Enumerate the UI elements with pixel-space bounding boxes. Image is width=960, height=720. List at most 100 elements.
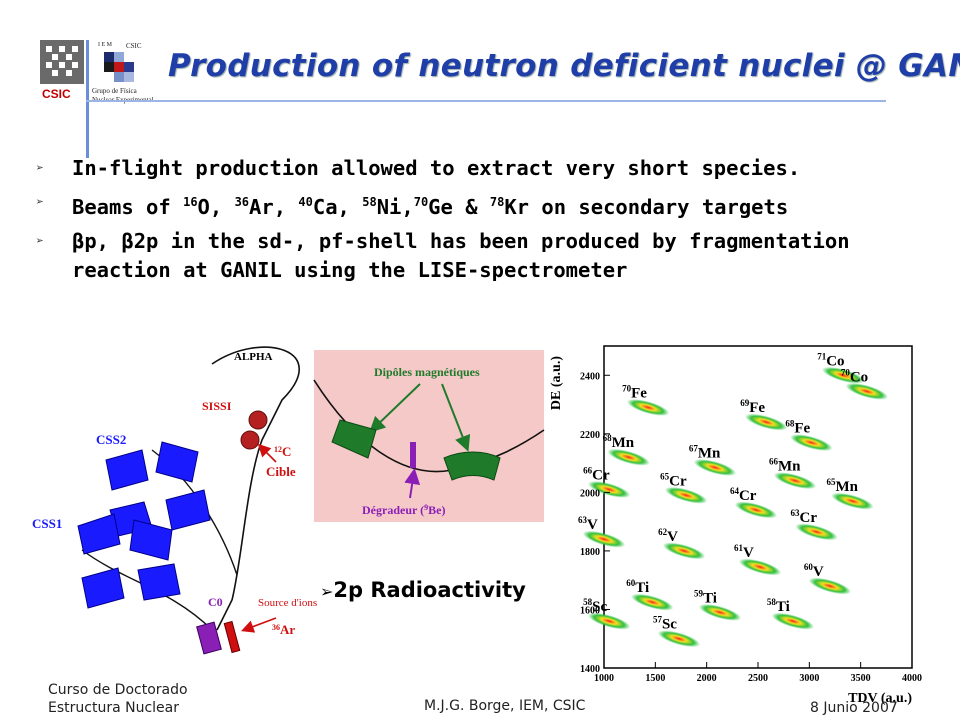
y-tick-label: 1600 bbox=[580, 605, 600, 616]
author-footer: M.J.G. Borge, IEM, CSIC bbox=[424, 698, 586, 714]
x-tick-label: 2500 bbox=[748, 673, 768, 684]
x-axis-label: TDV (a.u.) bbox=[848, 691, 912, 706]
title-vertical-rule bbox=[86, 40, 89, 158]
degrader-label: Dégradeur (9Be) bbox=[362, 503, 445, 518]
isotope-label: 68Mn bbox=[603, 433, 635, 451]
degrader-plate bbox=[410, 442, 416, 468]
carbon-target-label: 12C bbox=[274, 444, 291, 459]
cible-arrow bbox=[257, 443, 277, 463]
isotope-island bbox=[745, 413, 788, 431]
mass-number: 16 bbox=[183, 195, 198, 209]
bullet-text: βp, β2p in the sd-, pf-shell has been pr… bbox=[72, 228, 850, 253]
isotope-label: 65Mn bbox=[826, 477, 858, 495]
isotope-label: 67Mn bbox=[689, 443, 721, 461]
mass-number: 40 bbox=[298, 195, 313, 209]
cible-label: Cible bbox=[266, 464, 296, 479]
bullet-list: ➢ In-flight production allowed to extract… bbox=[36, 154, 936, 290]
isotope-island bbox=[657, 630, 701, 648]
isotope-label: 60V bbox=[804, 562, 824, 580]
radioactivity-text: 2p Radioactivity bbox=[333, 578, 526, 602]
x-tick-label: 3500 bbox=[851, 673, 871, 684]
isotope-island bbox=[607, 448, 650, 466]
c0-injector bbox=[196, 621, 222, 655]
bullet-text: Kr on secondary targets bbox=[504, 194, 789, 219]
isotope-island bbox=[808, 577, 852, 595]
y-axis-label: DE (a.u.) bbox=[549, 356, 564, 410]
isotope-island bbox=[626, 399, 670, 416]
isotope-island bbox=[795, 523, 838, 541]
x-tick-label: 2000 bbox=[697, 673, 717, 684]
isotope-label: 70Co bbox=[841, 367, 868, 385]
isotope-label: 58Ti bbox=[767, 597, 790, 615]
bullet-arrow-icon: ➢ bbox=[320, 582, 334, 601]
mass-number: 78 bbox=[489, 195, 505, 209]
bullet-text: Beams of bbox=[72, 194, 184, 219]
bullet-item: ➢ Beams of 16O, 36Ar, 40Ca, 58Ni,70Ge & 7… bbox=[36, 188, 936, 222]
mass-number: 58 bbox=[362, 195, 377, 209]
isotope-label: 63Cr bbox=[791, 508, 818, 526]
bullet-arrow-icon: ➢ bbox=[36, 233, 44, 249]
isotope-island bbox=[734, 501, 778, 519]
c0-label: C0 bbox=[208, 595, 223, 609]
beam-line bbox=[211, 346, 300, 631]
isotope-island bbox=[631, 593, 674, 611]
y-tick-label: 2400 bbox=[580, 371, 600, 382]
y-tick-label: 2200 bbox=[580, 430, 600, 441]
bullet-text: reaction at GANIL using the LISE-spectro… bbox=[72, 257, 628, 282]
alpha-label: ALPHA bbox=[234, 351, 273, 363]
ion-source bbox=[223, 620, 241, 654]
isotope-label: 69Fe bbox=[740, 398, 765, 416]
x-tick-label: 1500 bbox=[645, 673, 665, 684]
isotope-label: 59Ti bbox=[694, 588, 717, 606]
isotope-label: 58Sc bbox=[583, 597, 607, 615]
isotope-island bbox=[738, 558, 782, 576]
bullet-item: ➢ In-flight production allowed to extract… bbox=[36, 154, 936, 183]
degrader-arrow bbox=[404, 468, 421, 499]
argon-beam-label: 36Ar bbox=[272, 622, 295, 637]
isotope-island bbox=[773, 472, 817, 490]
group-line1: Grupo de Física bbox=[92, 87, 138, 95]
csic-emblem-icon: CSIC I E M CSIC Grupo de Física Nuclear … bbox=[40, 40, 154, 104]
x-tick-label: 4000 bbox=[902, 673, 922, 684]
sissi-solenoid-2 bbox=[240, 430, 260, 450]
title-horizontal-rule bbox=[86, 100, 886, 102]
bullet-arrow-icon: ➢ bbox=[36, 195, 44, 210]
x-tick-label: 1000 bbox=[594, 673, 614, 684]
bullet-arrow-icon: ➢ bbox=[36, 161, 44, 176]
identification-spectrum: 71Co 70Co 70Fe 69Fe 68Fe 68Mn 67Mn 66Mn 65Mn 66Cr… bbox=[540, 338, 940, 716]
ganil-facility-diagram: ALPHA Dipôles magnétiques Dégradeur (9Be… bbox=[22, 330, 552, 668]
bullet-text: Ar, bbox=[249, 194, 299, 219]
csic-text: CSIC bbox=[42, 87, 71, 101]
isotope-island bbox=[831, 492, 874, 510]
isotope-island bbox=[822, 366, 865, 384]
isotope-island bbox=[664, 486, 708, 504]
bullet-text: O, bbox=[197, 194, 235, 219]
y-tick-label: 2000 bbox=[580, 488, 600, 499]
isotope-label: 68Fe bbox=[785, 419, 810, 437]
iem-letters: I E M bbox=[98, 42, 113, 48]
mass-number: 36 bbox=[234, 195, 250, 209]
y-tick-label: 1800 bbox=[580, 547, 600, 558]
isotope-island bbox=[587, 612, 631, 630]
isotope-label: 60Ti bbox=[626, 578, 649, 596]
isotope-island bbox=[790, 434, 833, 451]
x-tick-label: 3000 bbox=[799, 673, 819, 684]
course-line2: Estructura Nuclear bbox=[48, 700, 179, 716]
dipole-arrow-2 bbox=[441, 383, 471, 452]
css2-cyclotron bbox=[105, 441, 211, 537]
isotope-island bbox=[582, 530, 626, 548]
css2-label: CSS2 bbox=[96, 432, 126, 447]
isotope-island bbox=[662, 542, 706, 560]
bullet-item: ➢ βp, β2p in the sd-, pf-shell has been p… bbox=[36, 227, 936, 285]
isotope-label: 64Cr bbox=[730, 486, 757, 504]
bullet-text: Ni, bbox=[376, 194, 414, 219]
isotope-label: 66Cr bbox=[583, 465, 610, 483]
isotope-island bbox=[693, 459, 737, 476]
csic-small-text: CSIC bbox=[126, 42, 142, 50]
isotope-island bbox=[771, 612, 815, 630]
sissi-label: SISSI bbox=[202, 399, 232, 413]
mass-number: 70 bbox=[413, 195, 429, 209]
dipole-magnet-2 bbox=[443, 451, 501, 481]
isotope-island bbox=[698, 604, 742, 621]
date-footer: 8 Junio 2007 bbox=[810, 700, 898, 716]
